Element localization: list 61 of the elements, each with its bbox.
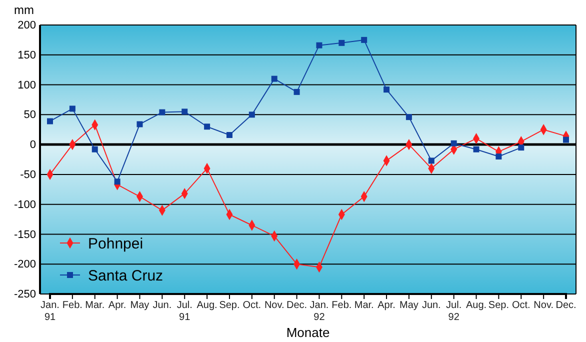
point (361, 36, 368, 43)
x-tick-label: Nov. (534, 300, 554, 311)
x-tick-label: May (130, 300, 150, 311)
y-tick-label: 200 (18, 20, 36, 32)
legend-label: Pohnpei (88, 235, 144, 252)
y-tick-label: 100 (18, 79, 36, 92)
point (159, 109, 166, 116)
y-tick-label: -200 (14, 258, 36, 271)
point (450, 140, 457, 146)
x-tick-label: Feb. (332, 300, 352, 311)
point (563, 136, 569, 143)
point (496, 154, 502, 160)
x-tick-label: Oct. (242, 300, 262, 311)
y-tick-label: -50 (20, 168, 36, 181)
point (338, 40, 345, 46)
point (226, 132, 232, 138)
legend-label: Santa Cruz (88, 267, 164, 284)
x-tick-label: Jun. (422, 300, 441, 311)
x-tick-label: Jan. 91 (40, 300, 60, 323)
x-tick-label: Apr. (108, 300, 126, 311)
x-tick-label: Dec. (556, 300, 576, 311)
point (114, 178, 120, 185)
point (248, 112, 255, 118)
y-axis-title: mm (14, 3, 34, 17)
x-tick-label: Mar. (354, 300, 374, 311)
x-tick-label: Sep. (488, 300, 509, 311)
point (518, 144, 524, 151)
point (384, 86, 390, 93)
point (294, 88, 300, 95)
point (182, 108, 188, 115)
y-tick-label: -100 (14, 198, 36, 211)
y-tick-label: -150 (14, 228, 36, 241)
x-tick-label: Apr. (378, 300, 396, 311)
point (92, 146, 98, 152)
y-tick-label: 0 (30, 139, 36, 152)
x-tick-label: Sep. (219, 300, 240, 311)
x-tick-label: Nov. (264, 300, 284, 311)
x-tick-label: Jul. 92 (446, 300, 462, 323)
y-tick-label: -250 (14, 288, 36, 301)
x-axis-title: Monate (286, 325, 330, 340)
y-tick-label: 50 (24, 109, 36, 122)
x-tick-label: Jun. (152, 300, 172, 311)
x-tick-label: Aug. (196, 300, 218, 311)
y-tick-label: 150 (18, 49, 36, 62)
point (406, 114, 412, 120)
point (316, 42, 322, 48)
x-tick-label: Oct. (512, 300, 530, 311)
x-tick-label: Mar. (85, 300, 105, 311)
x-tick-label: May (400, 300, 418, 311)
point (428, 158, 434, 164)
x-tick-label: Feb. (62, 300, 82, 311)
x-tick-label: Dec. (286, 300, 308, 311)
x-tick-label: Jul. 91 (176, 300, 192, 323)
point (47, 118, 53, 124)
point (473, 146, 480, 152)
point (271, 76, 278, 82)
point (204, 124, 210, 130)
point (69, 106, 76, 112)
x-tick-label: Aug. (466, 300, 487, 311)
x-tick-label: Jan. 92 (310, 300, 329, 323)
point (136, 121, 143, 128)
